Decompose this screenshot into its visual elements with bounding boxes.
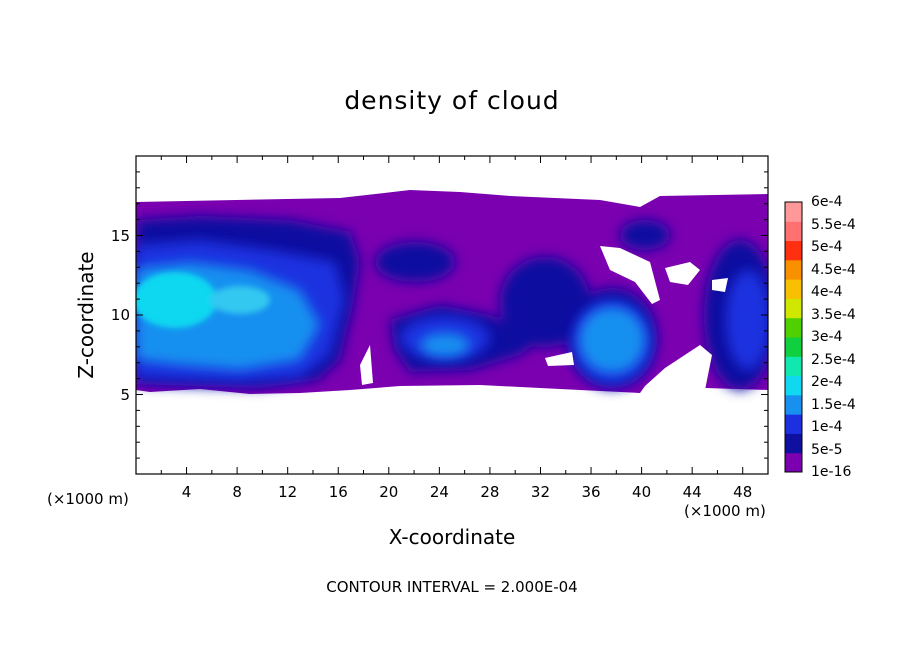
colorbar-level-label: 3.5e-4	[811, 306, 856, 323]
middle-cloud-inner	[420, 333, 470, 357]
colorbar-swatch	[785, 202, 802, 222]
contour-interval-note: CONTOUR INTERVAL = 2.000E-04	[326, 578, 578, 596]
edge-cloud-mid	[726, 270, 768, 370]
colorbar-swatch	[785, 414, 802, 434]
colorbar-level-label: 6e-4	[811, 194, 843, 210]
colorbar-level-label: 4.5e-4	[811, 261, 856, 278]
colorbar-swatch	[785, 337, 802, 357]
y-tick-label: 5	[120, 385, 130, 404]
clear-gap-2	[665, 262, 700, 285]
chart-title: density of cloud	[344, 86, 560, 115]
colorbar-swatch	[785, 279, 802, 299]
clear-gap-5	[545, 352, 574, 366]
colorbar-swatch	[785, 259, 802, 280]
y-tick-label: 10	[110, 306, 130, 324]
colorbar	[784, 201, 803, 473]
colorbar-swatch	[785, 240, 802, 261]
colorbar-swatch	[785, 317, 802, 338]
x-tick-label: 16	[328, 483, 348, 501]
colorbar-swatch	[785, 394, 802, 415]
colorbar-swatch	[785, 452, 802, 473]
colorbar-swatch	[785, 221, 802, 242]
x-tick-label: 44	[682, 483, 702, 501]
colorbar-level-label: 1e-16	[811, 464, 852, 480]
tick-marks	[136, 156, 768, 474]
x-tick-label: 40	[632, 483, 652, 501]
colorbar-level-label: 1.5e-4	[811, 396, 856, 413]
clear-gap-1	[600, 246, 660, 304]
clear-gap-4	[645, 345, 712, 390]
x-tick-label: 36	[581, 483, 601, 501]
small-cloud	[620, 220, 670, 250]
clear-gap-3	[712, 278, 728, 292]
x-tick-label: 32	[530, 483, 551, 501]
colorbar-swatch	[785, 433, 802, 454]
x-tick-label: 4	[181, 483, 192, 501]
x-tick-label: 8	[232, 483, 242, 501]
upper-cloud	[375, 242, 455, 282]
x-tick-label: 12	[278, 483, 298, 501]
colorbar-level-label: 5e-4	[811, 239, 843, 255]
x-tick-label: 24	[429, 483, 449, 501]
colorbar-level-label: 1e-4	[811, 419, 843, 435]
colorbar-level-label: 3e-4	[811, 329, 843, 345]
y-axis-label: Z-coordinate	[74, 251, 98, 379]
colorbar-level-label: 5.5e-4	[811, 216, 856, 233]
x-tick-label: 48	[733, 483, 753, 501]
x-axis-unit-left: (×1000 m)	[47, 490, 129, 508]
colorbar-level-label: 2.5e-4	[811, 351, 856, 368]
x-tick-label: 20	[379, 483, 399, 501]
colorbar-swatch	[785, 375, 802, 396]
left-core-extension	[210, 286, 270, 314]
x-tick-label: 28	[480, 483, 500, 501]
right-middle-cloud	[500, 257, 590, 347]
colorbar-swatch	[785, 298, 802, 319]
left-core	[136, 272, 217, 328]
colorbar-level-label: 2e-4	[811, 374, 843, 390]
right-cloud-inner	[579, 307, 645, 373]
x-axis-unit-right: (×1000 m)	[684, 502, 766, 520]
colorbar-level-label: 5e-5	[811, 441, 843, 458]
clear-gap-6	[360, 345, 373, 385]
y-tick-label: 15	[110, 226, 130, 245]
colorbar-swatch	[785, 356, 802, 377]
colorbar-level-label: 4e-4	[811, 284, 843, 300]
x-axis-label: X-coordinate	[388, 525, 516, 549]
colorbar-frame	[784, 201, 803, 473]
